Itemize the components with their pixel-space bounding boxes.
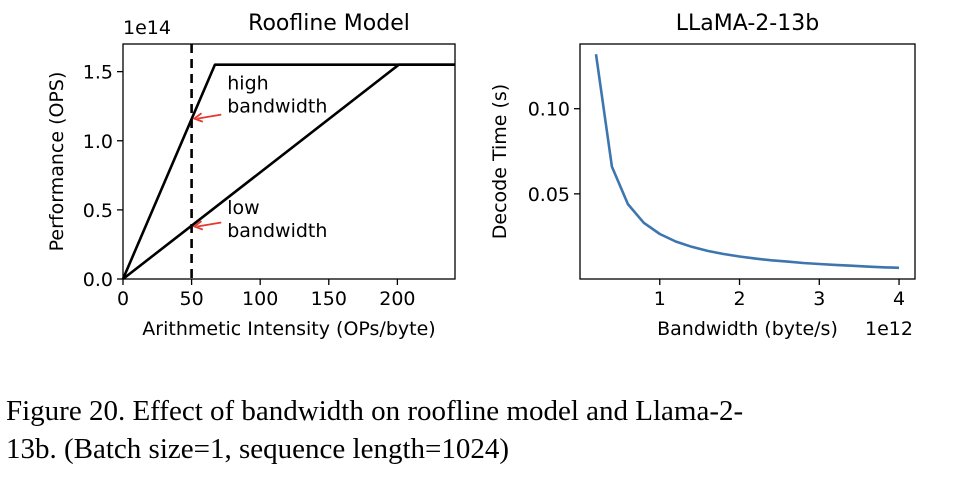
y-tick-label: 0.0 [83,269,113,291]
caption-line-2: 13b. (Batch size=1, sequence length=1024… [6,433,510,465]
series-line-1 [122,63,455,281]
x-tick-label: 0 [117,288,129,310]
y-axis-label: Performance (OPS) [46,72,68,252]
x-tick-label: 100 [242,288,278,310]
y-axis-label: Decode Time (s) [489,84,511,239]
annotation-arrow-shaft [197,113,222,120]
figure: 0 50 100 150 200 0.0 0.5 1.0 1.5 Roofline Model Ar… [46,11,916,340]
decode-time-chart: 1 2 3 4 0.05 0.10 LLaMA-2-13b Bandwidth (byte/s… [489,11,916,340]
x-axis-label: Bandwidth (byte/s) [657,318,838,340]
x-tick-label: 3 [813,288,825,310]
y-scale-offset-label: 1e14 [123,17,171,39]
chart-title: LLaMA-2-13b [676,11,819,36]
x-scale-offset-label: 1e12 [865,318,913,340]
caption-line-1: Figure 20. Effect of bandwidth on roofli… [6,395,744,427]
chart-title: Roofline Model [248,11,410,36]
x-tick-label: 4 [893,288,905,310]
series-line-0 [121,63,455,280]
x-tick-label: 2 [733,288,745,310]
x-axis-label: Arithmetic Intensity (OPs/byte) [142,318,435,340]
annotation-arrow-head [192,112,204,123]
axes-frame [579,43,916,280]
y-tick-label: 1.0 [83,131,113,153]
x-tick-label: 50 [180,288,204,310]
annotation-text-1: low [227,197,259,219]
figure-caption: Figure 20. Effect of bandwidth on roofli… [6,392,954,468]
y-tick-label: 0.10 [528,99,570,121]
y-tick-label: 0.05 [528,184,570,206]
roofline-chart: 0 50 100 150 200 0.0 0.5 1.0 1.5 Roofline Model Ar… [46,11,456,340]
x-tick-label: 1 [654,288,666,310]
annotation-text-1: bandwidth [227,220,327,242]
annotation-arrow-shaft [197,221,222,228]
annotation-arrow-head [192,220,204,231]
annotation-text-0: bandwidth [227,96,327,118]
x-tick-label: 150 [311,288,347,310]
axes-frame [122,43,456,280]
series-line-0 [594,54,900,270]
y-tick-label: 1.5 [83,62,113,84]
annotation-text-0: high [227,73,268,95]
x-tick-label: 200 [379,288,415,310]
y-tick-label: 0.5 [83,200,113,222]
